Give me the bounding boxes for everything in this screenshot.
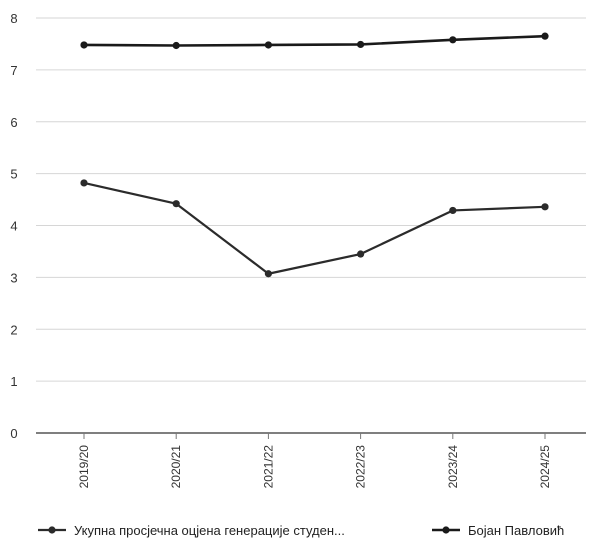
y-tick-label: 4	[10, 219, 17, 234]
data-point	[172, 41, 180, 50]
legend-swatch-marker	[48, 526, 56, 534]
x-tick-label: 2019/20	[77, 445, 91, 489]
y-tick-label: 5	[10, 167, 17, 182]
data-point	[264, 41, 272, 49]
data-point	[541, 32, 549, 40]
y-tick-label: 1	[10, 374, 17, 389]
legend-label: Бојан Павловић	[468, 523, 564, 538]
legend-label: Укупна просјечна оцјена генерације студе…	[74, 523, 345, 538]
data-point	[172, 200, 180, 208]
series-lines	[80, 32, 549, 278]
data-point	[541, 203, 549, 211]
y-axis-ticks: 0 1 2 3 4 5 6 7 8	[10, 11, 17, 441]
data-point	[357, 250, 365, 258]
y-tick-label: 3	[10, 270, 17, 285]
data-point	[264, 270, 272, 278]
data-point	[449, 36, 457, 44]
series-line-2	[82, 34, 547, 47]
x-tick-label: 2024/25	[538, 445, 552, 489]
data-point	[80, 41, 88, 49]
x-tick-label: 2021/22	[261, 445, 275, 489]
legend-swatch-marker	[442, 526, 450, 534]
x-tick-label: 2020/21	[169, 445, 183, 489]
data-point	[80, 179, 88, 187]
data-point	[357, 40, 365, 49]
gridlines	[36, 17, 586, 434]
legend: Укупна просјечна оцјена генерације студе…	[38, 523, 564, 538]
y-tick-label: 7	[10, 63, 17, 78]
y-tick-label: 0	[10, 426, 17, 441]
y-tick-label: 6	[10, 115, 17, 130]
y-tick-label: 8	[10, 11, 17, 26]
y-tick-label: 2	[10, 322, 17, 337]
x-tick-label: 2022/23	[354, 445, 368, 489]
x-tick-label: 2023/24	[446, 445, 460, 489]
x-axis-ticks: 2019/20 2020/21 2021/22 2022/23 2023/24 2024/…	[77, 433, 552, 488]
series-line-1	[82, 181, 547, 275]
data-point	[449, 206, 457, 215]
